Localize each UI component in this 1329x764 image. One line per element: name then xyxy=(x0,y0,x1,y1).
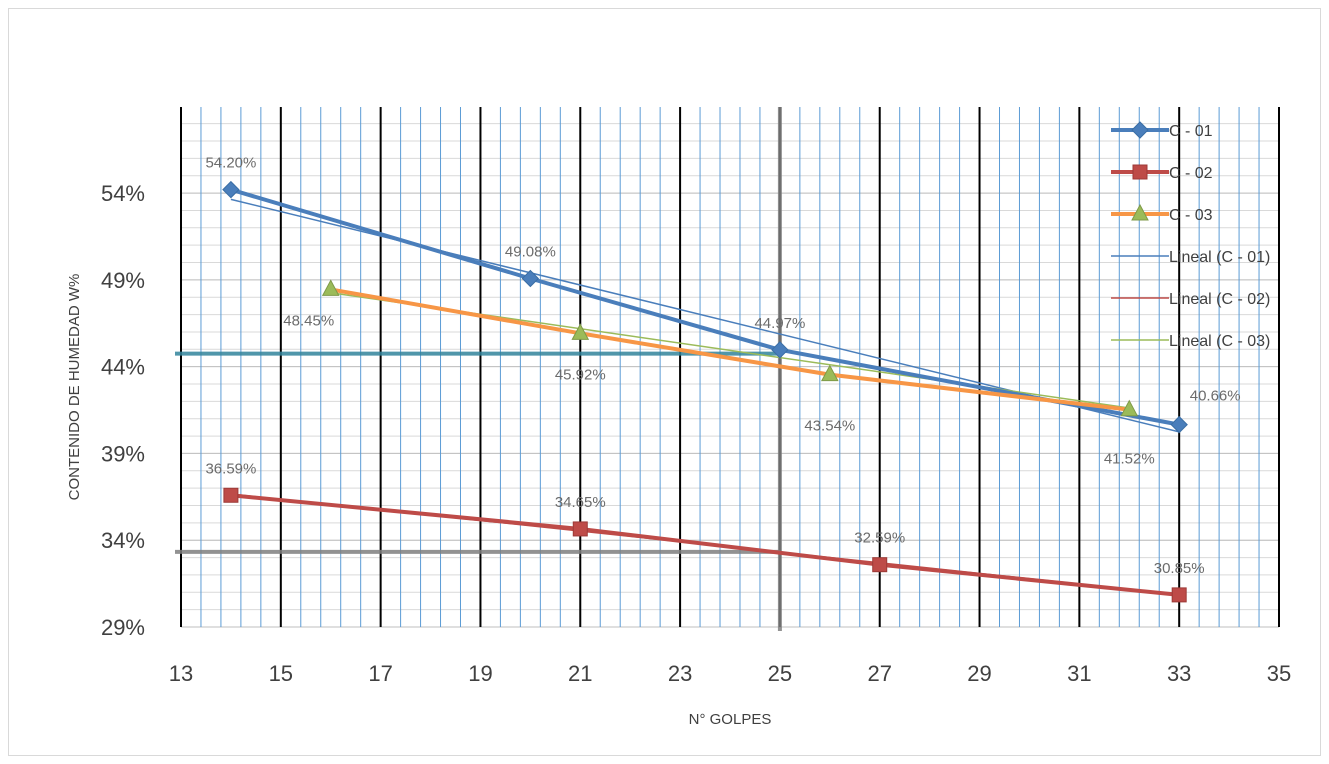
y-tick-label: 39% xyxy=(101,441,145,466)
legend-label: C - 03 xyxy=(1169,207,1213,224)
triangle-marker xyxy=(571,323,590,340)
legend-label: Lineal (C - 02) xyxy=(1169,291,1270,308)
x-tick-label: 27 xyxy=(867,661,891,686)
x-tick-label: 25 xyxy=(768,661,792,686)
y-tick-label: 44% xyxy=(101,355,145,380)
square-marker xyxy=(1171,587,1187,603)
data-label: 30.85% xyxy=(1154,560,1205,577)
legend: C - 01 C - 02 C - 03 Lineal (C - 01) Lineal … xyxy=(1111,121,1270,350)
legend-label: C - 01 xyxy=(1169,123,1213,140)
x-tick-label: 35 xyxy=(1267,661,1291,686)
y-tick-label: 34% xyxy=(101,528,145,553)
data-label: 34.65% xyxy=(555,494,606,511)
data-label: 54.20% xyxy=(205,155,256,172)
diamond-marker xyxy=(521,269,540,288)
x-axis-title: N° GOLPES xyxy=(689,711,772,728)
diamond-marker xyxy=(1170,415,1188,434)
x-tick-label: 33 xyxy=(1167,661,1191,686)
data-label: 48.45% xyxy=(283,312,334,329)
data-label: 41.52% xyxy=(1104,451,1155,468)
axes: 13 15 17 19 21 23 25 27 29 31 33 35 29% 34% 39% 44% 49% 5… xyxy=(66,181,1291,728)
x-tick-label: 29 xyxy=(967,661,991,686)
triangle-marker xyxy=(820,364,839,382)
y-tick-label: 54% xyxy=(101,181,145,206)
reference-lines xyxy=(175,107,782,631)
x-tick-label: 13 xyxy=(169,661,193,686)
square-marker xyxy=(223,487,239,503)
chart-frame: 54.20% 49.08% 44.97% 40.66% 36.59% 34.65% 32.5… xyxy=(8,8,1321,756)
data-label: 40.66% xyxy=(1190,388,1241,405)
series-line xyxy=(230,493,1180,597)
y-tick-label: 49% xyxy=(101,268,145,293)
square-marker xyxy=(872,557,888,573)
series-line xyxy=(230,187,1180,427)
diamond-marker xyxy=(1131,121,1149,139)
data-label: 45.92% xyxy=(555,366,606,383)
series-layer xyxy=(222,180,1188,603)
diamond-marker xyxy=(771,341,789,359)
x-tick-label: 17 xyxy=(368,661,392,686)
triangle-marker xyxy=(1120,399,1139,417)
series-line xyxy=(330,287,1130,412)
x-tick-label: 15 xyxy=(269,661,293,686)
grid xyxy=(180,107,1280,628)
legend-label: Lineal (C - 03) xyxy=(1169,333,1270,350)
data-labels: 54.20% 49.08% 44.97% 40.66% 36.59% 34.65% 32.5… xyxy=(205,155,1240,577)
diamond-marker xyxy=(222,180,240,199)
legend-label: C - 02 xyxy=(1169,165,1213,182)
data-label: 36.59% xyxy=(205,460,256,477)
x-tick-label: 31 xyxy=(1067,661,1091,686)
x-tick-label: 23 xyxy=(668,661,692,686)
square-marker xyxy=(1132,164,1148,180)
chart: 54.20% 49.08% 44.97% 40.66% 36.59% 34.65% 32.5… xyxy=(66,107,1291,728)
data-label: 32.59% xyxy=(854,530,905,547)
square-marker xyxy=(572,521,588,537)
legend-label: Lineal (C - 01) xyxy=(1169,249,1270,266)
y-tick-label: 29% xyxy=(101,615,145,640)
x-tick-label: 21 xyxy=(568,661,592,686)
triangle-marker xyxy=(321,279,340,296)
triangle-marker xyxy=(1131,203,1149,221)
y-axis-title: CONTENIDO DE HUMEDAD W% xyxy=(66,274,83,501)
data-label: 44.97% xyxy=(754,315,805,332)
data-label: 43.54% xyxy=(804,418,855,435)
data-label: 49.08% xyxy=(505,243,556,260)
x-tick-label: 19 xyxy=(468,661,492,686)
